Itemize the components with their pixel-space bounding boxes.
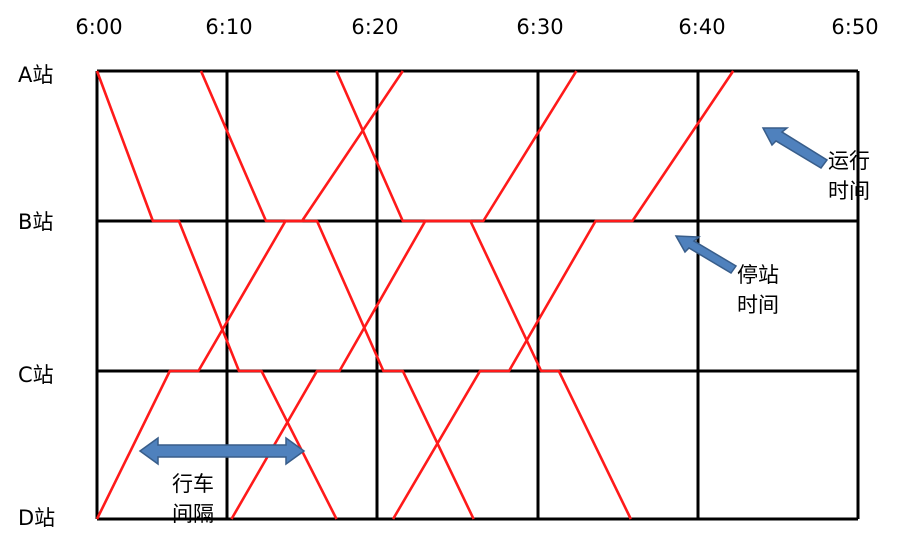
train-paths [95, 70, 735, 520]
dwell-time-label-line1: 停站 [737, 263, 779, 287]
station-label-b: B站 [18, 210, 53, 234]
train-path-downbound-2 [199, 70, 475, 520]
travel-time-arrow-shape [761, 127, 829, 169]
dwell-time-arrow [674, 235, 738, 274]
time-label-610: 6:10 [205, 15, 252, 39]
time-label-640: 6:40 [678, 15, 725, 39]
train-path-upbound-2 [230, 70, 578, 520]
headway-label-line1: 行车 [172, 472, 214, 496]
headway-arrow [138, 436, 306, 466]
headway-label-line2: 间隔 [172, 502, 214, 526]
time-label-630: 6:30 [516, 15, 563, 39]
travel-time-label-line1: 运行 [828, 149, 870, 173]
annotations: 运行 时间 停站 时间 行车 间隔 [138, 127, 870, 526]
station-label-a: A站 [18, 63, 53, 87]
time-label-650: 6:50 [831, 15, 878, 39]
station-label-c: C站 [18, 363, 54, 387]
dwell-time-arrow-shape [674, 235, 738, 274]
travel-time-label-line2: 时间 [828, 179, 870, 203]
train-path-downbound-3 [335, 70, 632, 520]
travel-time-arrow [761, 127, 829, 169]
train-path-downbound-1 [95, 70, 338, 520]
station-axis-labels: A站 B站 C站 D站 [18, 63, 55, 530]
train-path-upbound-3 [391, 70, 735, 520]
timetable-grid [95, 69, 860, 521]
train-path-upbound-1 [95, 70, 404, 520]
dwell-time-label-line2: 时间 [737, 293, 779, 317]
headway-arrow-shape [138, 436, 306, 466]
time-label-600: 6:00 [75, 15, 122, 39]
time-axis-labels: 6:00 6:10 6:20 6:30 6:40 6:50 [75, 15, 878, 39]
station-label-d: D站 [18, 506, 55, 530]
time-label-620: 6:20 [351, 15, 398, 39]
